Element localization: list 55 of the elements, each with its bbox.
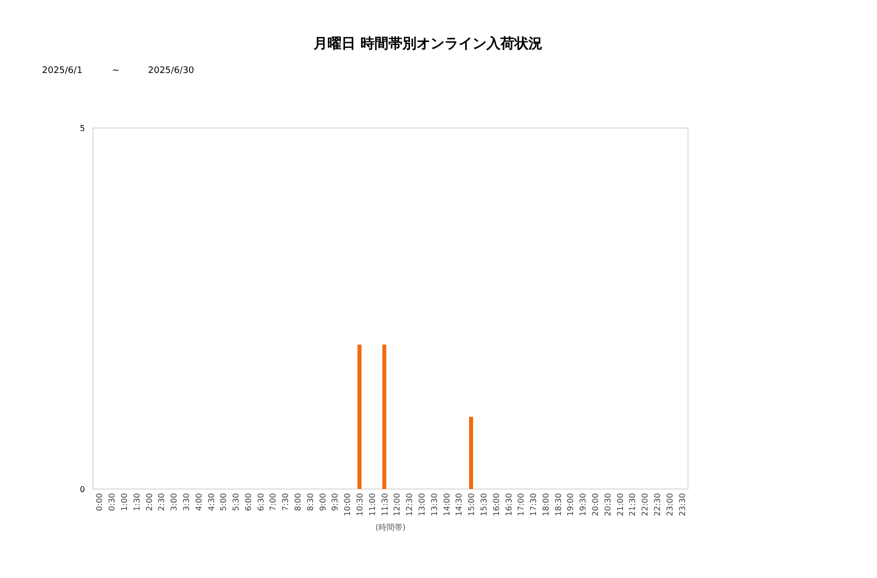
x-tick-label: 0:30	[108, 493, 117, 511]
y-tick-label: 0	[80, 485, 85, 494]
x-tick-label: 10:00	[343, 493, 352, 516]
x-tick-label: 0:00	[95, 493, 104, 511]
x-tick-label: 6:30	[256, 493, 266, 511]
x-tick-label: 11:30	[380, 493, 390, 516]
x-tick-label: 19:30	[578, 493, 588, 516]
y-tick-label: 5	[80, 124, 85, 133]
x-tick-label: 6:00	[244, 493, 253, 511]
x-tick-label: 2:00	[144, 493, 154, 511]
x-tick-label: 16:30	[504, 493, 514, 516]
x-tick-label: 14:00	[442, 493, 452, 516]
x-tick-label: 23:30	[678, 493, 687, 516]
x-tick-label: 13:30	[430, 493, 439, 516]
x-tick-label: 22:00	[640, 493, 650, 516]
x-tick-label: 12:00	[392, 493, 402, 516]
x-tick-label: 1:30	[132, 493, 142, 511]
x-tick-label: 14:30	[454, 493, 464, 516]
x-tick-label: 15:30	[479, 493, 488, 516]
x-tick-label: 5:00	[219, 493, 228, 511]
x-tick-label: 4:30	[206, 493, 216, 511]
x-tick-label: 8:30	[306, 493, 315, 511]
x-tick-label: 23:00	[665, 493, 674, 516]
x-tick-label: 13:00	[417, 493, 426, 516]
x-tick-label: 21:30	[628, 493, 638, 516]
text: 2025/6/30	[148, 66, 194, 76]
x-tick-label: 3:30	[182, 493, 191, 511]
x-tick-label: 21:00	[616, 493, 625, 516]
x-tick-label: 1:00	[120, 493, 129, 511]
x-tick-label: 19:00	[566, 493, 576, 516]
x-tick-label: 9:30	[330, 493, 340, 511]
x-tick-label: 2:30	[157, 493, 166, 511]
x-tick-label: 18:00	[541, 493, 550, 516]
x-tick-label: 10:30	[356, 493, 365, 516]
text: ~	[112, 66, 120, 76]
x-tick-label: 15:00	[467, 493, 476, 516]
x-tick-label: 11:00	[368, 493, 377, 516]
x-tick-label: 12:30	[405, 493, 414, 516]
x-tick-label: 4:00	[194, 493, 204, 511]
text: 2025/6/1	[42, 66, 82, 76]
x-tick-label: 20:30	[603, 493, 612, 516]
x-tick-label: 9:00	[318, 493, 328, 511]
x-tick-label: 5:30	[232, 493, 241, 511]
x-tick-label: 17:30	[529, 493, 538, 516]
x-tick-label: 8:00	[294, 493, 303, 511]
x-tick-label: 20:00	[591, 493, 600, 516]
x-axis-title: (時間帯)	[375, 523, 406, 532]
x-tick-label: 3:00	[170, 493, 179, 511]
x-tick-label: 7:00	[268, 493, 278, 511]
x-tick-label: 16:00	[492, 493, 501, 516]
x-tick-label: 17:00	[516, 493, 526, 516]
chart-title: 月曜日 時間帯別オンライン入荷状況	[312, 36, 542, 52]
x-tick-label: 18:30	[554, 493, 563, 516]
x-tick-label: 22:30	[653, 493, 662, 516]
x-tick-label: 7:30	[281, 493, 290, 511]
